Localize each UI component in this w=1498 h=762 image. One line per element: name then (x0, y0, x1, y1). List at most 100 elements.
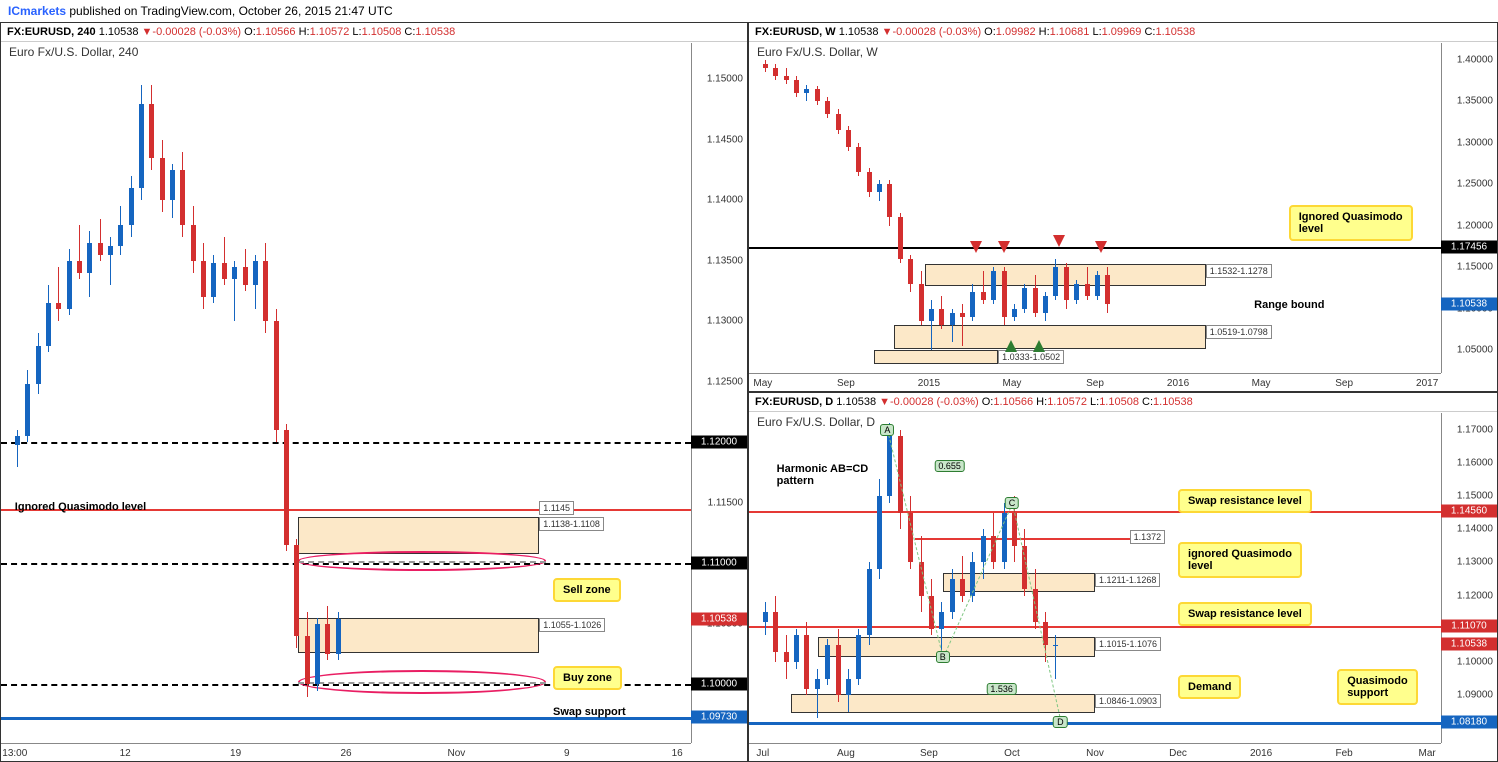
x-tick: Sep (1335, 378, 1353, 389)
price-marker: 1.11070 (1441, 620, 1497, 633)
arrow-down-icon (1095, 241, 1107, 253)
zone-label: 1.1532-1.1278 (1206, 264, 1272, 278)
plot-area[interactable]: 1.1211-1.12681.1015-1.10761.0846-1.0903 (749, 413, 1441, 743)
x-tick: Jul (756, 748, 769, 759)
y-tick: 1.25000 (1457, 179, 1493, 190)
supply-demand-zone (943, 573, 1095, 592)
price-marker: 1.10000 (691, 678, 747, 691)
x-tick: May (753, 378, 772, 389)
x-tick: Nov (1086, 748, 1104, 759)
abcd-ratio: 1.536 (986, 683, 1017, 695)
ohlc-bar: FX:EURUSD, D 1.10538 ▼-0.00028 (-0.03%) … (749, 393, 1497, 412)
x-tick: Sep (920, 748, 938, 759)
callout-label: Swap resistance level (1178, 489, 1312, 513)
x-tick: Feb (1335, 748, 1352, 759)
level-label: 1.1372 (1130, 530, 1166, 544)
x-tick: 12 (120, 748, 131, 759)
ellipse-midline (298, 561, 546, 563)
y-tick: 1.11500 (708, 497, 743, 508)
y-axis: 1.150001.145001.140001.135001.130001.125… (691, 43, 747, 743)
x-tick: Oct (1004, 748, 1020, 759)
horizontal-line (749, 722, 1441, 725)
y-axis: 1.17000 1.16000 1.15000 1.14000 1.13000 1.120… (1441, 413, 1497, 743)
level-label: 1.1145 (539, 501, 574, 515)
horizontal-line (1, 442, 691, 444)
arrow-up-icon (1005, 340, 1017, 352)
callout-label: Buy zone (553, 666, 622, 690)
text-annotation: Swap support (553, 706, 626, 718)
y-tick: 1.17000 (1457, 424, 1493, 435)
callout-label: Ignored Quasimodolevel (1289, 205, 1413, 241)
horizontal-line (749, 511, 1441, 513)
y-tick: 1.13000 (1457, 557, 1493, 568)
chart-panel-240[interactable]: FX:EURUSD, 240 1.10538 ▼-0.00028 (-0.03%… (0, 22, 748, 762)
price-marker: 1.10538 (691, 613, 747, 626)
chart-panel-daily[interactable]: FX:EURUSD, D 1.10538 ▼-0.00028 (-0.03%) … (748, 392, 1498, 762)
y-tick: 1.13000 (707, 316, 743, 327)
callout-label: Quasimodosupport (1337, 669, 1418, 705)
zone-label: 1.1015-1.1076 (1095, 637, 1161, 651)
x-tick: 26 (340, 748, 351, 759)
y-tick: 1.40000 (1457, 54, 1493, 65)
chart-layout: FX:EURUSD, 240 1.10538 ▼-0.00028 (-0.03%… (0, 22, 1498, 762)
text-annotation: Harmonic AB=CDpattern (777, 463, 869, 487)
x-tick: 2017 (1416, 378, 1438, 389)
x-axis: May Sep 2015 May Sep 2016 May Sep 2017 (749, 373, 1441, 391)
y-tick: 1.12000 (1457, 590, 1493, 601)
y-tick: 1.16000 (1457, 457, 1493, 468)
x-tick: 16 (672, 748, 683, 759)
zone-label: 1.1138-1.1108 (539, 517, 604, 531)
zone-label: 1.1055-1.1026 (539, 618, 605, 632)
x-tick: 2016 (1250, 748, 1272, 759)
supply-demand-zone (791, 694, 1095, 713)
x-tick: 9 (564, 748, 570, 759)
x-tick: May (1252, 378, 1271, 389)
abcd-point-B: B (936, 651, 950, 663)
callout-label: Demand (1178, 675, 1241, 699)
x-tick: 2015 (918, 378, 940, 389)
y-tick: 1.14000 (1457, 524, 1493, 535)
x-tick: 2016 (1167, 378, 1189, 389)
y-tick: 1.20000 (1457, 220, 1493, 231)
x-tick: Nov (447, 748, 465, 759)
arrow-down-icon (998, 241, 1010, 253)
abcd-ratio: 0.655 (934, 460, 965, 472)
x-tick: Mar (1419, 748, 1436, 759)
y-tick: 1.35000 (1457, 96, 1493, 107)
x-tick: Aug (837, 748, 855, 759)
ellipse-midline (298, 682, 546, 684)
supply-demand-zone (874, 350, 999, 364)
callout-label: Swap resistance level (1178, 602, 1312, 626)
price-marker: 1.10538 (1441, 638, 1497, 651)
abcd-point-C: C (1005, 497, 1020, 509)
abcd-point-A: A (880, 424, 894, 436)
arrow-down-icon (970, 241, 982, 253)
page-header: ICmarkets published on TradingView.com, … (0, 0, 1498, 22)
supply-demand-zone (298, 618, 540, 653)
price-marker: 1.10538 (1441, 298, 1497, 311)
y-tick: 1.13500 (707, 255, 743, 266)
text-annotation: Range bound (1254, 299, 1324, 311)
author-link[interactable]: ICmarkets (8, 4, 66, 18)
x-tick: Sep (837, 378, 855, 389)
text-annotation: Ignored Quasimodo level (15, 501, 146, 513)
x-tick: 13:00 (2, 748, 27, 759)
price-marker: 1.11000 (691, 557, 747, 570)
x-tick: Sep (1086, 378, 1104, 389)
x-tick: Dec (1169, 748, 1187, 759)
level-line (915, 538, 1130, 540)
x-tick: 19 (230, 748, 241, 759)
chart-panel-weekly[interactable]: FX:EURUSD, W 1.10538 ▼-0.00028 (-0.03%) … (748, 22, 1498, 392)
y-tick: 1.15000 (1457, 262, 1493, 273)
x-tick: May (1003, 378, 1022, 389)
y-axis: 1.400001.350001.300001.250001.200001.150… (1441, 43, 1497, 373)
publish-info: published on TradingView.com, October 26… (69, 4, 392, 18)
plot-area[interactable]: 1.1532-1.12781.0519-1.07981.0333-1.0502 (749, 43, 1441, 373)
ohlc-bar: FX:EURUSD, 240 1.10538 ▼-0.00028 (-0.03%… (1, 23, 747, 42)
plot-area[interactable]: 1.1138-1.1108 1.1055-1.1026 (1, 43, 691, 743)
y-tick: 1.09000 (1457, 690, 1493, 701)
y-tick: 1.10000 (1457, 657, 1493, 668)
horizontal-line (749, 626, 1441, 628)
y-tick: 1.15000 (1457, 491, 1493, 502)
price-marker: 1.09730 (691, 711, 747, 724)
